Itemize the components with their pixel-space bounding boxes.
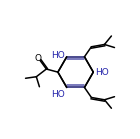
- Text: O: O: [34, 54, 41, 63]
- Text: HO: HO: [51, 51, 64, 60]
- Text: HO: HO: [52, 90, 65, 99]
- Text: HO: HO: [96, 68, 109, 77]
